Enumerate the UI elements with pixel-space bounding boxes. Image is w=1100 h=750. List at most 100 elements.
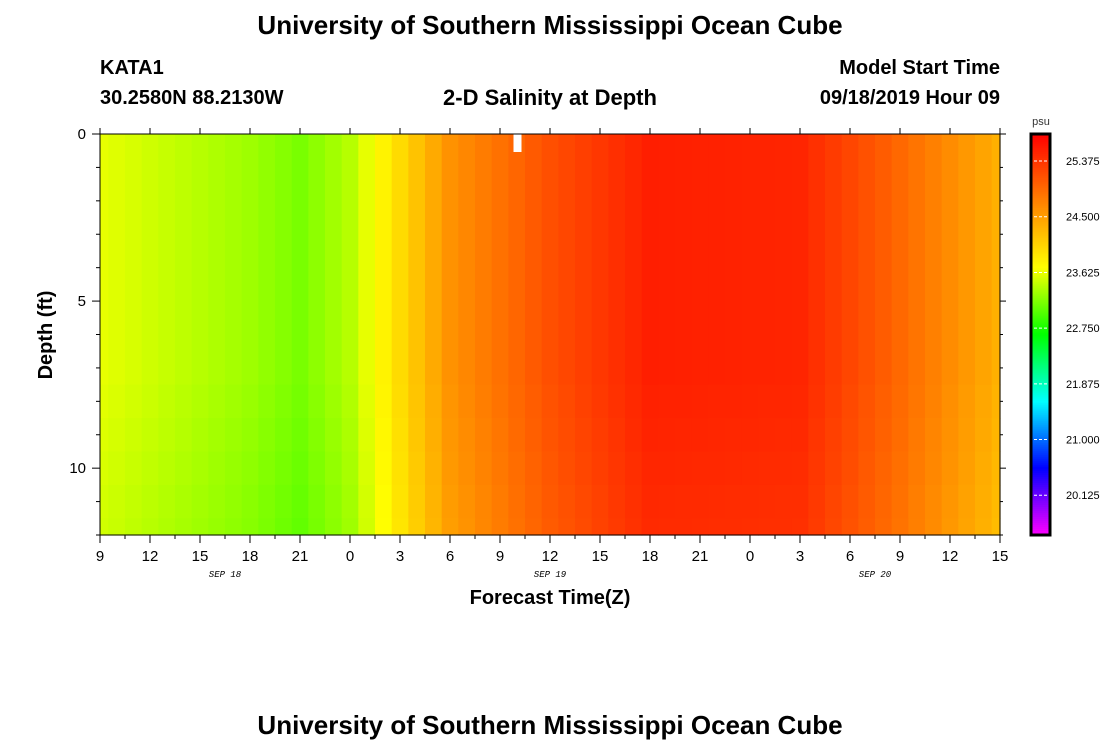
colorbar-segment: [1031, 220, 1050, 223]
heatmap-cell: [658, 518, 676, 536]
colorbar-segment: [1031, 518, 1050, 522]
x-tick-label: 9: [496, 548, 504, 565]
heatmap-cell: [225, 134, 243, 386]
colorbar-segment: [1031, 452, 1050, 456]
x-tick-label: 6: [846, 548, 854, 565]
colorbar-segment: [1031, 506, 1050, 510]
x-tick-label: 12: [542, 548, 559, 565]
heatmap-cell: [658, 451, 676, 486]
colorbar-segment: [1031, 402, 1050, 406]
colorbar-segment: [1031, 236, 1050, 239]
heatmap-cell: [658, 384, 676, 419]
heatmap-cell: [408, 518, 426, 536]
heatmap-cell: [475, 418, 493, 453]
heatmap-cell: [108, 134, 126, 386]
colorbar-segment: [1031, 438, 1050, 442]
heatmap-cell: [225, 418, 243, 453]
y-tick-label: 10: [69, 460, 86, 477]
heatmap-cell: [158, 451, 176, 486]
heatmap-cell: [391, 384, 409, 419]
heatmap-cell: [941, 451, 959, 486]
heatmap-cell: [108, 451, 126, 486]
heatmap-cell: [291, 418, 309, 453]
colorbar-segment: [1031, 514, 1050, 518]
colorbar-segment: [1031, 278, 1050, 281]
colorbar-segment: [1031, 174, 1050, 177]
heatmap-cell: [375, 384, 393, 419]
heatmap-cell: [391, 518, 409, 536]
heatmap-cell: [608, 418, 626, 453]
heatmap-cell: [441, 484, 459, 519]
heatmap-cell: [375, 451, 393, 486]
colorbar-segment: [1031, 154, 1050, 157]
colorbar-segment: [1031, 516, 1050, 520]
heatmap-cell: [808, 384, 826, 419]
heatmap-cell: [275, 134, 293, 386]
heatmap-cell: [758, 418, 776, 453]
heatmap-cell: [741, 518, 759, 536]
colorbar-tick-label: 22.750: [1066, 323, 1100, 335]
heatmap-cell: [341, 451, 359, 486]
heatmap-cell: [425, 484, 443, 519]
colorbar-segment: [1031, 386, 1050, 390]
colorbar-segment: [1031, 232, 1050, 235]
heatmap-cell: [608, 384, 626, 419]
heatmap-cell: [291, 484, 309, 519]
colorbar-segment: [1031, 458, 1050, 462]
colorbar-segment: [1031, 442, 1050, 446]
heatmap-cell: [508, 418, 526, 453]
heatmap-cell: [491, 418, 509, 453]
heatmap-cell: [808, 451, 826, 486]
heatmap-cell: [358, 418, 376, 453]
heatmap-cell: [291, 134, 309, 386]
heatmap-cell: [491, 484, 509, 519]
heatmap-cell: [941, 518, 959, 536]
heatmap-cell: [825, 518, 843, 536]
colorbar-segment: [1031, 504, 1050, 508]
colorbar-segment: [1031, 408, 1050, 412]
colorbar-segment: [1031, 244, 1050, 247]
heatmap-cell: [725, 484, 743, 519]
heatmap-cell: [908, 134, 926, 386]
heatmap-cell: [208, 518, 226, 536]
heatmap-cell: [891, 518, 909, 536]
heatmap-cell: [858, 451, 876, 486]
colorbar-segment: [1031, 342, 1050, 346]
colorbar-segment: [1031, 180, 1050, 183]
colorbar-segment: [1031, 158, 1050, 161]
colorbar-segment: [1031, 230, 1050, 233]
colorbar-segment: [1031, 272, 1050, 275]
colorbar-segment: [1031, 222, 1050, 225]
y-tick-label: 5: [78, 293, 86, 310]
heatmap-cell: [858, 518, 876, 536]
heatmap-cell: [191, 418, 209, 453]
heatmap-cell: [475, 134, 493, 386]
heatmap-cell: [891, 384, 909, 419]
heatmap-cell: [375, 134, 393, 386]
heatmap-cell: [858, 134, 876, 386]
heatmap-cell: [808, 134, 826, 386]
heatmap-cell: [791, 134, 809, 386]
heatmap-cell: [575, 484, 593, 519]
colorbar-segment: [1031, 248, 1050, 251]
colorbar-segment: [1031, 432, 1050, 436]
heatmap-cell: [375, 418, 393, 453]
colorbar-segment: [1031, 212, 1050, 215]
colorbar-segment: [1031, 440, 1050, 444]
heatmap-cell: [941, 384, 959, 419]
heatmap-cell: [758, 134, 776, 386]
heatmap-cell: [241, 384, 259, 419]
colorbar-segment: [1031, 470, 1050, 474]
colorbar-segment: [1031, 350, 1050, 354]
colorbar-segment: [1031, 194, 1050, 197]
x-date-label: SEP 18: [209, 570, 242, 580]
heatmap-cell: [125, 451, 143, 486]
heatmap-cell: [558, 418, 576, 453]
heatmap-cell: [675, 451, 693, 486]
x-tick-label: 12: [142, 548, 159, 565]
heatmap-cell: [491, 518, 509, 536]
heatmap-cell: [925, 384, 943, 419]
colorbar-segment: [1031, 476, 1050, 480]
heatmap-cell: [491, 134, 509, 386]
colorbar-segment: [1031, 252, 1050, 255]
